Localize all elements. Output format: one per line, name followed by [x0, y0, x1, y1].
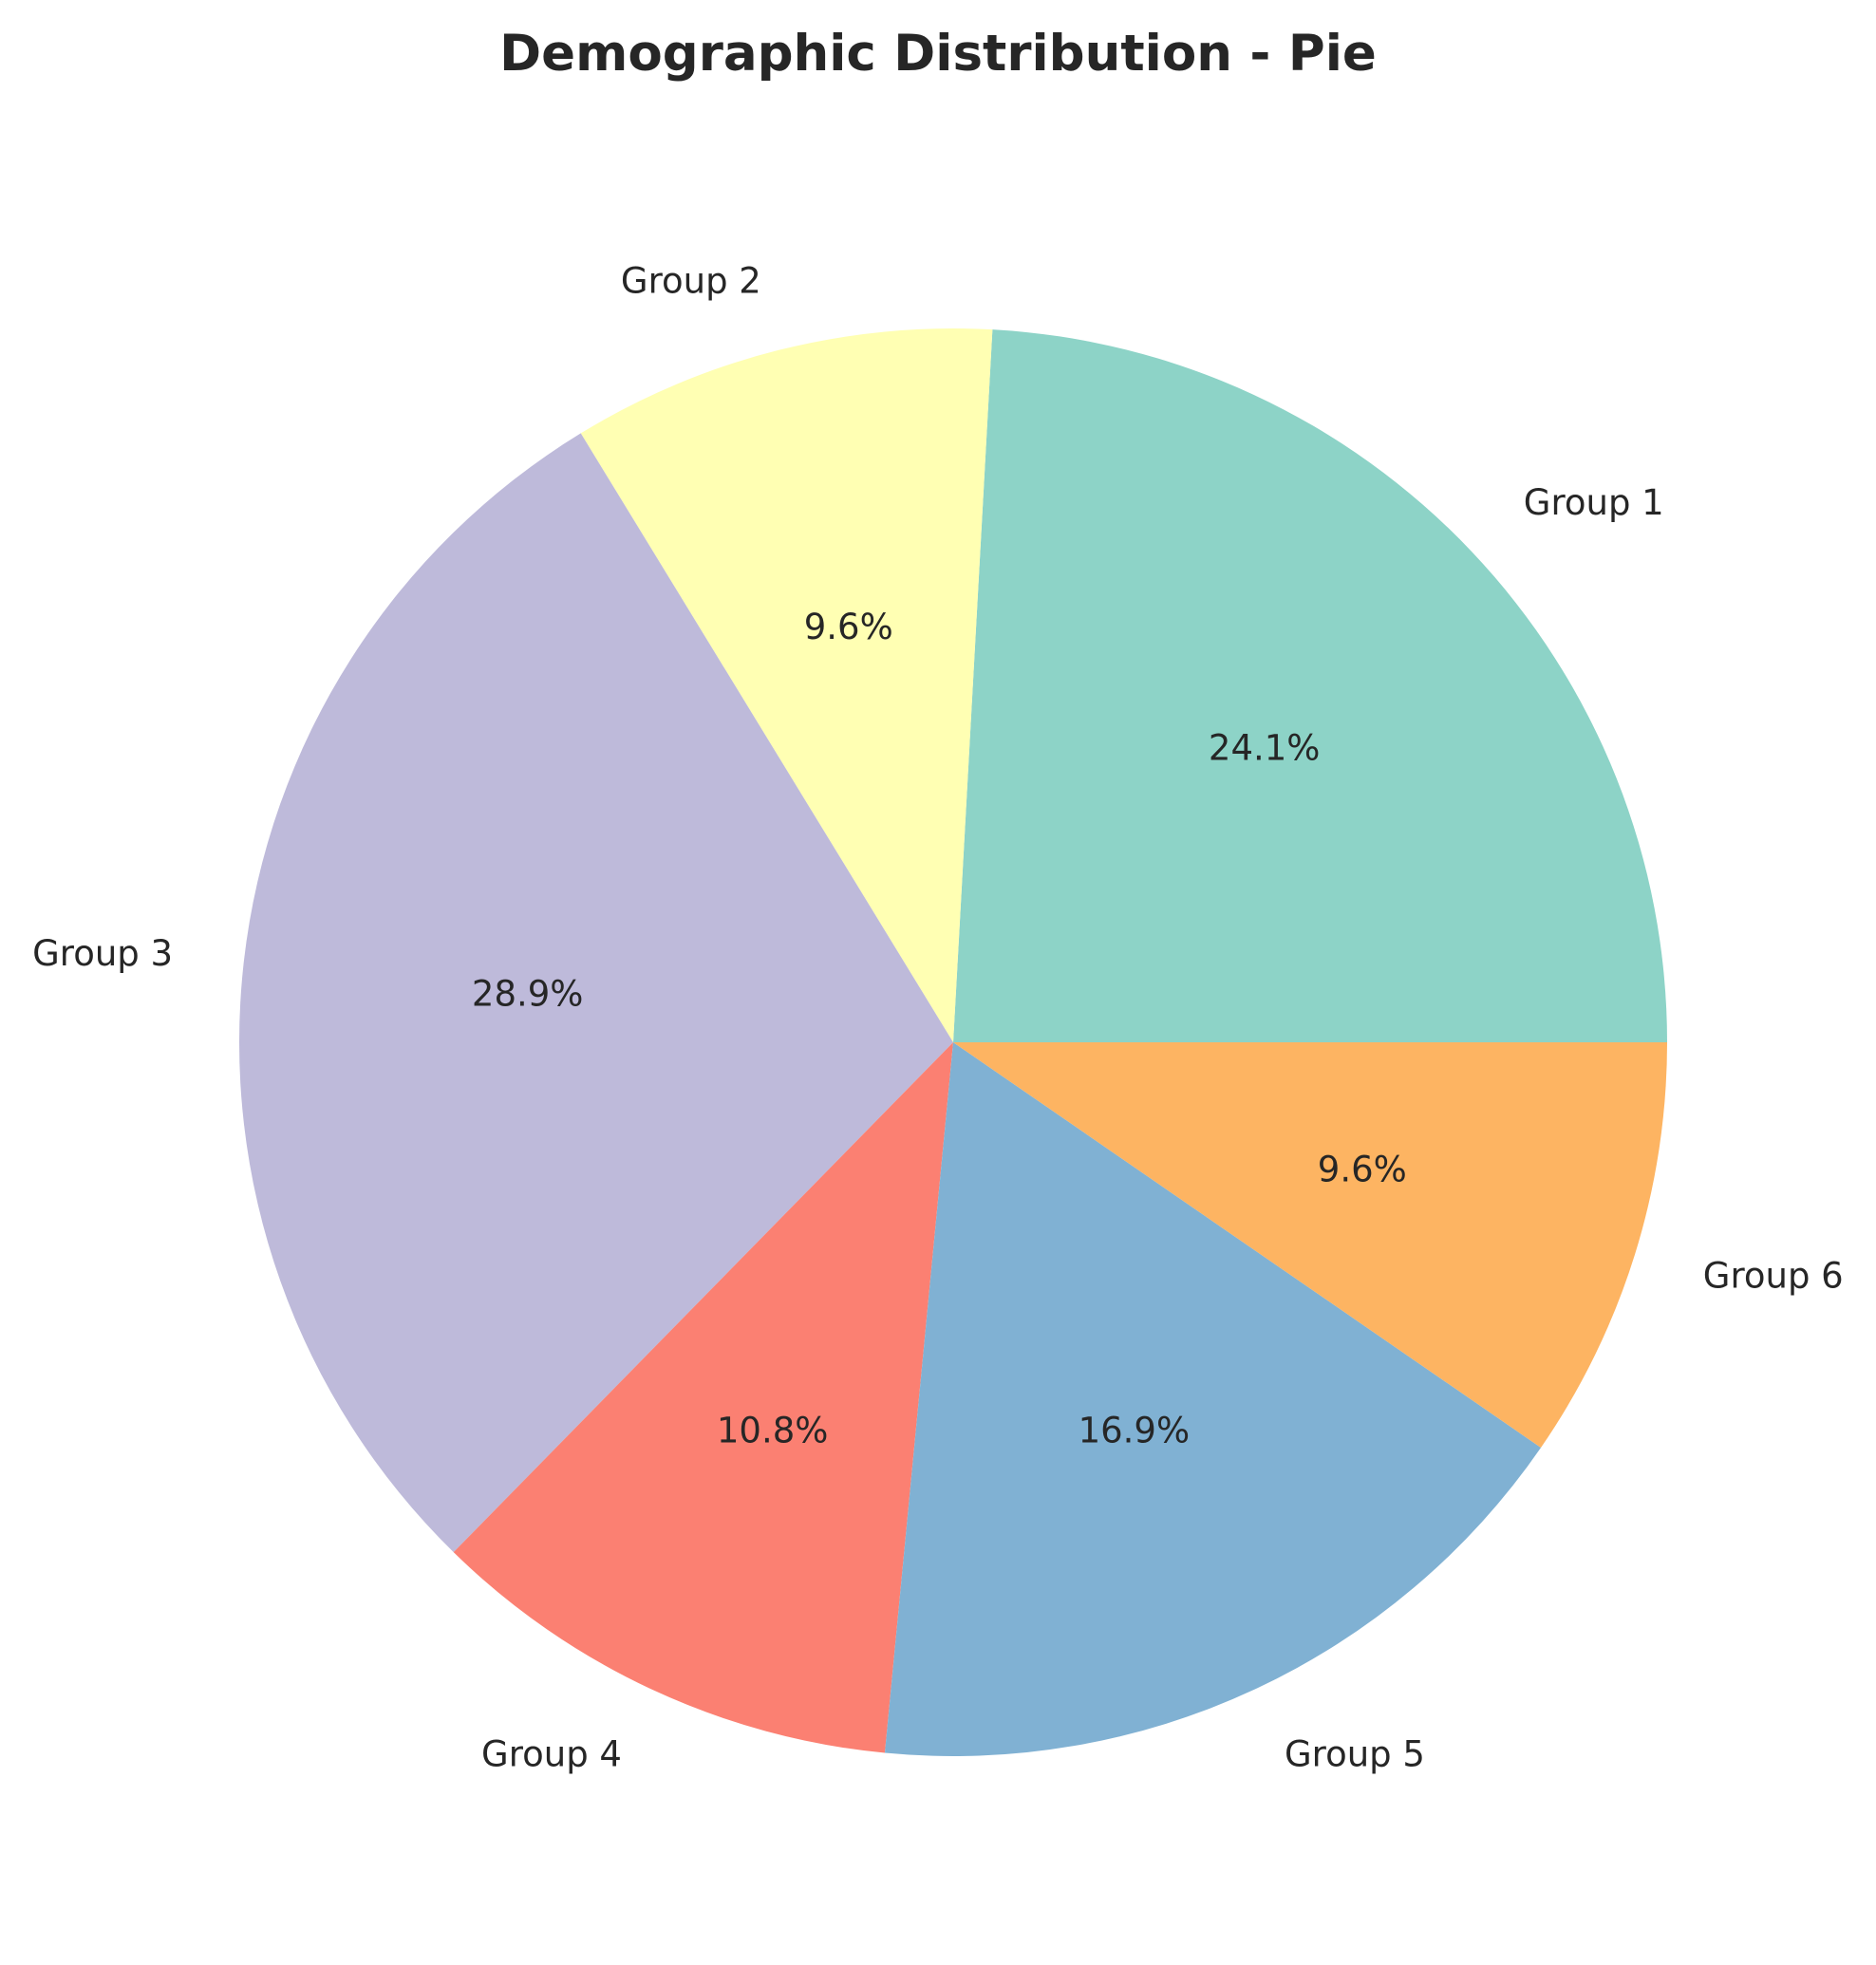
category-label-6: Group 6: [1703, 1255, 1844, 1296]
pie-slices: [239, 328, 1667, 1756]
category-label-1: Group 1: [1524, 482, 1664, 523]
percent-label-2: 9.6%: [804, 607, 893, 647]
chart-title: Demographic Distribution - Pie: [499, 25, 1377, 83]
pie-slice-1: [953, 329, 1667, 1042]
pie-labels: Group 1 24.1% Group 2 9.6% Group 3 28.9% Group…: [32, 260, 1844, 1774]
category-label-4: Group 4: [481, 1733, 622, 1774]
pie-slice-4: [453, 1042, 953, 1753]
pie-slice-5: [884, 1042, 1542, 1756]
percent-label-3: 28.9%: [472, 974, 584, 1015]
percent-label-5: 16.9%: [1079, 1411, 1191, 1451]
category-label-2: Group 2: [621, 260, 761, 301]
percent-label-1: 24.1%: [1209, 727, 1321, 768]
pie-slice-6: [953, 1042, 1667, 1448]
pie-slice-3: [239, 433, 953, 1553]
percent-label-4: 10.8%: [717, 1411, 829, 1451]
category-label-3: Group 3: [32, 933, 173, 974]
category-label-5: Group 5: [1285, 1733, 1425, 1774]
percent-label-6: 9.6%: [1318, 1150, 1407, 1190]
pie-slice-2: [580, 328, 993, 1042]
